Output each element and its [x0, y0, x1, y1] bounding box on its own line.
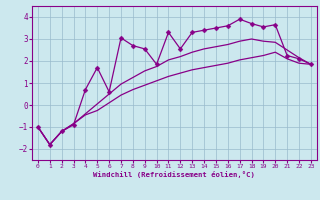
X-axis label: Windchill (Refroidissement éolien,°C): Windchill (Refroidissement éolien,°C)	[93, 171, 255, 178]
